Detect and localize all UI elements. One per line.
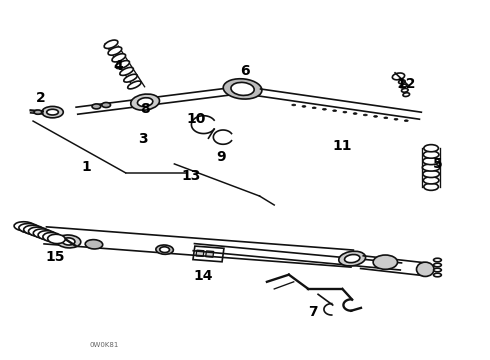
Text: 3: 3 bbox=[138, 132, 147, 146]
Ellipse shape bbox=[19, 224, 40, 233]
Ellipse shape bbox=[400, 84, 407, 88]
Ellipse shape bbox=[322, 108, 326, 110]
Ellipse shape bbox=[160, 247, 170, 252]
Ellipse shape bbox=[424, 183, 439, 190]
Text: 11: 11 bbox=[333, 139, 352, 153]
Ellipse shape bbox=[339, 251, 366, 266]
Ellipse shape bbox=[423, 157, 440, 165]
Ellipse shape bbox=[43, 233, 61, 242]
Text: 14: 14 bbox=[194, 269, 213, 283]
Ellipse shape bbox=[434, 263, 441, 267]
Text: 9: 9 bbox=[216, 150, 225, 164]
Text: 12: 12 bbox=[396, 77, 416, 91]
Bar bbox=[206, 251, 214, 257]
Ellipse shape bbox=[28, 227, 48, 237]
Ellipse shape bbox=[38, 231, 57, 240]
Ellipse shape bbox=[116, 60, 129, 69]
Ellipse shape bbox=[422, 164, 440, 171]
Text: 4: 4 bbox=[114, 59, 123, 73]
Bar bbox=[196, 250, 204, 256]
Ellipse shape bbox=[62, 238, 75, 245]
Text: 0W0K81: 0W0K81 bbox=[89, 342, 119, 348]
Ellipse shape bbox=[333, 110, 337, 112]
Ellipse shape bbox=[48, 234, 65, 244]
Ellipse shape bbox=[343, 111, 347, 113]
Ellipse shape bbox=[14, 222, 35, 231]
Ellipse shape bbox=[292, 104, 295, 106]
Ellipse shape bbox=[312, 107, 316, 109]
Ellipse shape bbox=[373, 255, 397, 269]
Ellipse shape bbox=[42, 107, 63, 118]
Ellipse shape bbox=[392, 73, 405, 80]
Ellipse shape bbox=[344, 255, 360, 263]
Ellipse shape bbox=[416, 262, 434, 276]
Ellipse shape bbox=[384, 117, 388, 119]
Ellipse shape bbox=[156, 245, 173, 254]
Ellipse shape bbox=[131, 94, 160, 110]
Text: 13: 13 bbox=[182, 170, 201, 184]
Ellipse shape bbox=[24, 225, 44, 235]
Ellipse shape bbox=[364, 114, 368, 116]
Ellipse shape bbox=[423, 177, 439, 184]
Ellipse shape bbox=[120, 67, 133, 75]
Ellipse shape bbox=[231, 82, 254, 95]
Text: 5: 5 bbox=[433, 157, 442, 171]
Ellipse shape bbox=[47, 109, 58, 115]
Ellipse shape bbox=[34, 110, 42, 114]
Ellipse shape bbox=[423, 170, 440, 177]
Ellipse shape bbox=[92, 104, 101, 109]
Text: 1: 1 bbox=[82, 161, 92, 175]
Ellipse shape bbox=[104, 40, 118, 49]
Ellipse shape bbox=[404, 120, 408, 122]
Ellipse shape bbox=[112, 54, 125, 62]
Ellipse shape bbox=[398, 80, 405, 84]
Ellipse shape bbox=[108, 47, 122, 55]
Ellipse shape bbox=[374, 116, 377, 117]
Ellipse shape bbox=[353, 113, 357, 114]
Ellipse shape bbox=[434, 258, 441, 262]
Ellipse shape bbox=[128, 81, 141, 89]
Ellipse shape bbox=[56, 235, 81, 248]
Ellipse shape bbox=[434, 268, 441, 272]
Text: 10: 10 bbox=[187, 112, 206, 126]
Ellipse shape bbox=[85, 240, 103, 249]
Ellipse shape bbox=[137, 98, 153, 107]
Text: 2: 2 bbox=[35, 91, 45, 105]
Ellipse shape bbox=[434, 273, 441, 277]
Ellipse shape bbox=[403, 93, 410, 96]
Ellipse shape bbox=[424, 145, 439, 152]
Ellipse shape bbox=[394, 118, 398, 120]
Bar bbox=[193, 246, 224, 262]
Ellipse shape bbox=[124, 74, 137, 82]
Ellipse shape bbox=[401, 89, 408, 92]
Ellipse shape bbox=[423, 151, 439, 158]
Text: 15: 15 bbox=[45, 250, 65, 264]
Ellipse shape bbox=[102, 103, 111, 108]
Text: 7: 7 bbox=[308, 305, 318, 319]
Ellipse shape bbox=[302, 105, 306, 107]
Ellipse shape bbox=[223, 79, 262, 99]
Text: 6: 6 bbox=[240, 64, 250, 78]
Text: 8: 8 bbox=[140, 102, 150, 116]
Ellipse shape bbox=[33, 229, 52, 238]
